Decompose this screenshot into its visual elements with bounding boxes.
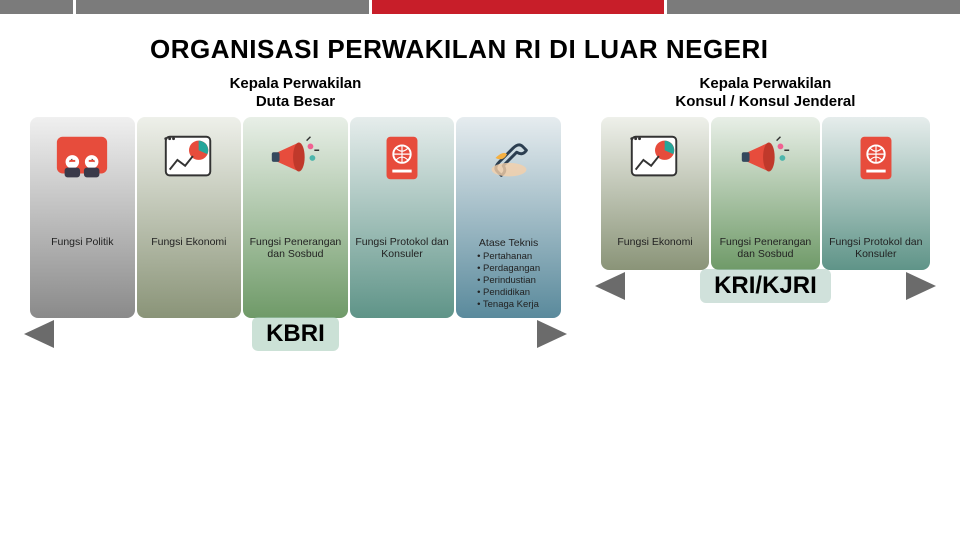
column-label: Fungsi Ekonomi <box>614 237 695 249</box>
column: Atase Teknis PertahananPerdaganganPerindu… <box>456 117 561 318</box>
column-label: Fungsi Penerangan dan Sosbud <box>713 237 817 260</box>
column: Fungsi Penerangan dan Sosbud <box>711 117 819 270</box>
wrench-icon <box>480 129 538 187</box>
people-icon <box>53 129 111 187</box>
arrow-right-icon <box>537 320 567 348</box>
bullet-item: Pendidikan <box>477 288 540 299</box>
subtitle-line: Kepala Perwakilan <box>230 75 362 93</box>
column-label: Fungsi Protokol dan Konsuler <box>352 237 453 260</box>
megaphone-icon <box>266 129 324 187</box>
column: Fungsi Protokol dan Konsuler <box>350 117 455 318</box>
page-title: ORGANISASI PERWAKILAN RI DI LUAR NEGERI <box>150 34 960 65</box>
bullet-item: Perdagangan <box>477 264 540 275</box>
arrow-right-icon <box>906 272 936 300</box>
topbar-seg <box>76 0 369 14</box>
column: Fungsi Politik <box>30 117 135 318</box>
column-header: Atase Teknis <box>479 237 538 249</box>
bullet-item: Perindustian <box>477 276 540 287</box>
column: Fungsi Protokol dan Konsuler <box>822 117 930 270</box>
column: Fungsi Ekonomi <box>137 117 242 318</box>
megaphone-icon <box>736 129 794 187</box>
footer-right: KRI/KJRI <box>601 266 930 306</box>
bullet-item: Pertahanan <box>477 252 540 263</box>
topbar-seg <box>0 0 73 14</box>
column: Fungsi Ekonomi <box>601 117 709 270</box>
bigname-kbri: KBRI <box>252 317 339 351</box>
topbar-seg <box>667 0 960 14</box>
column-label: Fungsi Ekonomi <box>148 237 229 249</box>
chart-icon <box>626 129 684 187</box>
top-accent-bar <box>0 0 960 14</box>
group-kbri: Kepala Perwakilan Duta Besar Fungsi Poli… <box>30 75 561 354</box>
arrow-left-icon <box>24 320 54 348</box>
column: Fungsi Penerangan dan Sosbud <box>243 117 348 318</box>
passport-icon <box>373 129 431 187</box>
subtitle-line: Konsul / Konsul Jenderal <box>675 93 855 111</box>
group-kjri: Kepala Perwakilan Konsul / Konsul Jender… <box>601 75 930 354</box>
bullet-list: PertahananPerdaganganPerindustianPendidi… <box>475 252 542 318</box>
subtitle-right: Kepala Perwakilan Konsul / Konsul Jender… <box>675 75 855 111</box>
chart-icon <box>160 129 218 187</box>
subtitle-line: Kepala Perwakilan <box>675 75 855 93</box>
columns-right: Fungsi Ekonomi Fungsi Penerangan dan Sosb… <box>601 117 930 270</box>
column-label: Fungsi Penerangan dan Sosbud <box>245 237 346 260</box>
column-label: Fungsi Protokol dan Konsuler <box>824 237 928 260</box>
bullet-item: Tenaga Kerja <box>477 300 540 311</box>
subtitle-line: Duta Besar <box>230 93 362 111</box>
topbar-seg <box>372 0 665 14</box>
subtitle-left: Kepala Perwakilan Duta Besar <box>230 75 362 111</box>
footer-left: KBRI <box>30 314 561 354</box>
arrow-left-icon <box>595 272 625 300</box>
bigname-kjri: KRI/KJRI <box>700 269 831 303</box>
column-label: Fungsi Politik <box>48 237 116 249</box>
columns-left: Fungsi Politik Fungsi Ekonomi Fungsi Pener… <box>30 117 561 318</box>
content-wrap: Kepala Perwakilan Duta Besar Fungsi Poli… <box>0 75 960 354</box>
passport-icon <box>847 129 905 187</box>
